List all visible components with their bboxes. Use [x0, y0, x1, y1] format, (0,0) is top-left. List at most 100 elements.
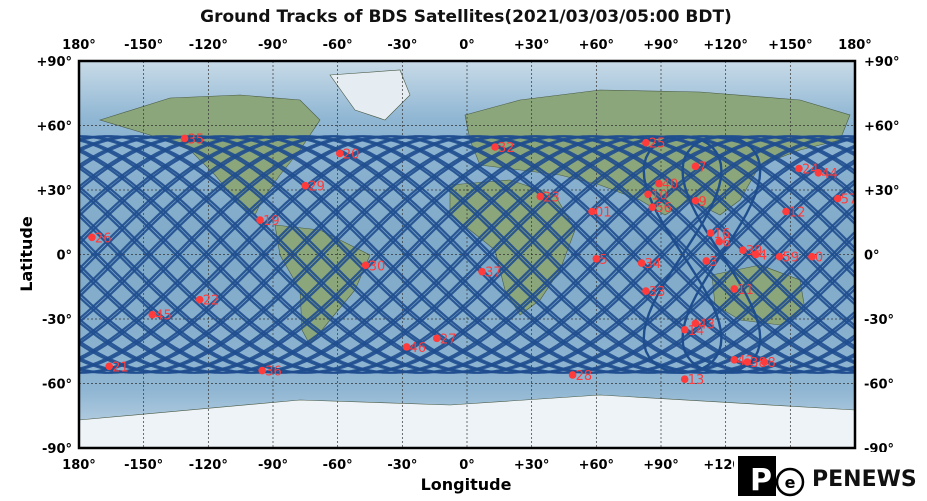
satellite-label: 56 [655, 201, 672, 216]
satellite-point [491, 143, 499, 151]
x-tick-label-top: 180° [838, 38, 872, 53]
ground-track [79, 135, 855, 374]
satellite-point [739, 246, 747, 254]
satellite-label: 25 [649, 137, 666, 152]
ground-track [79, 135, 855, 374]
x-tick-label-bottom: -60° [323, 458, 353, 473]
satellite-point [301, 181, 310, 190]
satellite-label: 37 [485, 266, 502, 281]
x-tick-label-bottom: 180° [62, 458, 96, 473]
satellite-label: 36 [265, 365, 282, 380]
satellite-label: 22 [203, 294, 220, 309]
satellite-label: 13 [688, 373, 705, 388]
x-tick-label-bottom: -120° [189, 458, 228, 473]
logo-mark-sub: e [785, 473, 796, 492]
x-tick-label-bottom: 0° [459, 458, 475, 473]
ground-track [79, 135, 855, 374]
ground-track [79, 135, 855, 374]
satellite-label: 44 [821, 167, 838, 182]
y-axis-label: Latitude [17, 216, 36, 292]
x-tick-label-top: +90° [643, 38, 678, 53]
satellite-point [105, 362, 113, 371]
satellite-label: 57 [841, 193, 858, 208]
satellite-label: 12 [789, 206, 806, 221]
x-tick-label-top: 0° [459, 38, 475, 53]
satellite-label: 46 [410, 341, 427, 356]
satellite-label: 33 [649, 285, 666, 300]
x-tick-label-bottom: -90° [258, 458, 288, 473]
x-tick-label-bottom: -30° [387, 458, 417, 473]
ground-track [79, 135, 855, 374]
satellite-point [642, 138, 650, 147]
satellite-point [743, 358, 752, 366]
satellite-point [536, 192, 545, 201]
satellite-point [648, 203, 657, 211]
satellite-point [258, 366, 267, 375]
ground-track [79, 135, 855, 374]
satellite-point [148, 310, 157, 319]
x-tick-label-bottom: +90° [643, 458, 678, 473]
satellite-label: 23 [543, 190, 560, 205]
satellite-label: 7 [698, 160, 706, 175]
satellite-point [814, 169, 823, 177]
logo-mark-letter: P [750, 463, 772, 498]
satellite-label: 45 [155, 309, 172, 324]
satellite-label: 11 [737, 283, 754, 298]
satellite-point [702, 257, 711, 265]
satellite-label: 10 [651, 188, 668, 203]
penews-logo: P e PENEWS [734, 452, 927, 501]
ground-track [79, 135, 855, 374]
satellite-label: 59 [783, 251, 800, 266]
satellite-label: 21 [112, 360, 129, 375]
ground-track [79, 135, 855, 374]
satellite-point [730, 356, 739, 364]
satellite-point [642, 287, 650, 295]
satellite-label: 30 [369, 259, 386, 274]
satellite-point [637, 259, 646, 267]
x-tick-label-top: -120° [189, 38, 228, 53]
x-tick-label-top: +150° [768, 38, 813, 53]
ground-track [79, 135, 855, 374]
satellite-label: 40 [662, 178, 679, 193]
ground-track [79, 135, 855, 374]
igso-track [642, 135, 723, 375]
satellite-label: 34 [645, 257, 662, 272]
satellite-point [691, 319, 700, 328]
y-tick-label-left: 0° [56, 249, 72, 264]
map-frame [77, 59, 857, 450]
ground-track [79, 135, 855, 374]
greenland-land [329, 69, 411, 121]
satellite-label: 43 [698, 317, 715, 332]
satellite-point [760, 358, 769, 366]
logo-text: PENEWS [812, 467, 917, 492]
x-tick-label-top: -90° [258, 38, 288, 53]
satellite-label: 01 [595, 206, 612, 221]
satellite-point [752, 250, 760, 259]
ground-track [79, 135, 855, 374]
ground-track [79, 135, 855, 374]
y-tick-label-left: +90° [37, 55, 72, 70]
satellite-label: 14 [688, 324, 705, 339]
ground-track [79, 135, 855, 374]
chart-title: Ground Tracks of BDS Satellites(2021/03/… [200, 7, 732, 27]
satellite-point [256, 216, 264, 224]
satellite-point [730, 285, 739, 293]
satellite-label: 0 [815, 251, 823, 266]
satellite-point [808, 252, 816, 261]
ground-track [79, 135, 855, 374]
satellite-label: 4 [759, 249, 767, 264]
x-tick-label-top: +30° [514, 38, 549, 53]
igso-track [681, 135, 762, 375]
y-tick-label-right: +30° [864, 184, 899, 199]
y-tick-label-right: +60° [864, 120, 899, 135]
satellite-point [361, 261, 370, 270]
satellite-point [833, 194, 842, 203]
y-tick-label-right: -30° [864, 313, 894, 328]
satellite-label: 26 [95, 231, 112, 246]
ground-track [79, 135, 855, 374]
satellite-point [568, 371, 577, 379]
satellite-label: 32 [498, 141, 515, 156]
